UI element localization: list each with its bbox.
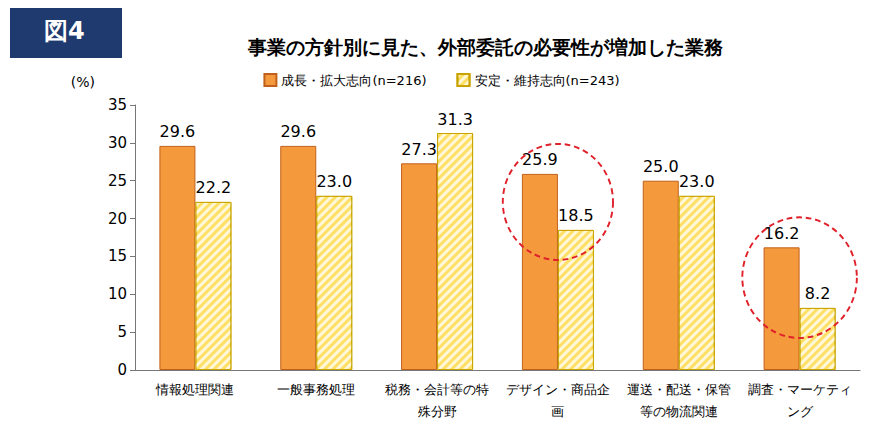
svg-text:ング: ング bbox=[787, 404, 814, 419]
svg-text:5: 5 bbox=[117, 323, 127, 341]
svg-text:画: 画 bbox=[551, 404, 564, 419]
svg-text:15: 15 bbox=[108, 247, 127, 265]
svg-text:税務・会計等の特: 税務・会計等の特 bbox=[385, 382, 489, 397]
svg-text:成長・拡大志向(n=216): 成長・拡大志向(n=216) bbox=[281, 73, 426, 88]
svg-text:情報処理関連: 情報処理関連 bbox=[155, 382, 234, 397]
svg-text:図4: 図4 bbox=[44, 17, 85, 45]
svg-text:25.9: 25.9 bbox=[522, 150, 558, 169]
svg-text:調査・マーケティ: 調査・マーケティ bbox=[748, 382, 852, 397]
svg-text:20: 20 bbox=[108, 210, 127, 228]
svg-text:31.3: 31.3 bbox=[437, 110, 473, 129]
svg-text:0: 0 bbox=[117, 361, 127, 379]
svg-text:30: 30 bbox=[108, 134, 127, 152]
svg-text:デザイン・商品企: デザイン・商品企 bbox=[506, 382, 610, 397]
svg-text:(%): (%) bbox=[71, 74, 95, 90]
svg-text:29.6: 29.6 bbox=[160, 122, 196, 141]
svg-text:10: 10 bbox=[108, 285, 127, 303]
svg-text:18.5: 18.5 bbox=[558, 206, 594, 225]
svg-text:25: 25 bbox=[108, 172, 127, 190]
svg-text:16.2: 16.2 bbox=[764, 224, 800, 243]
svg-text:23.0: 23.0 bbox=[316, 172, 352, 191]
svg-text:運送・配送・保管: 運送・配送・保管 bbox=[627, 382, 731, 397]
svg-text:殊分野: 殊分野 bbox=[418, 404, 457, 419]
svg-text:8.2: 8.2 bbox=[805, 284, 830, 303]
svg-text:25.0: 25.0 bbox=[643, 157, 679, 176]
svg-text:27.3: 27.3 bbox=[401, 140, 437, 159]
svg-text:事業の方針別に見た、外部委託の必要性が増加した業務: 事業の方針別に見た、外部委託の必要性が増加した業務 bbox=[247, 36, 723, 58]
svg-text:一般事務処理: 一般事務処理 bbox=[277, 382, 355, 397]
svg-text:安定・維持志向(n=243): 安定・維持志向(n=243) bbox=[475, 73, 620, 88]
svg-text:23.0: 23.0 bbox=[679, 172, 715, 191]
svg-text:29.6: 29.6 bbox=[280, 122, 316, 141]
svg-text:35: 35 bbox=[108, 96, 127, 114]
svg-text:等の物流関連: 等の物流関連 bbox=[640, 404, 718, 419]
svg-text:22.2: 22.2 bbox=[196, 178, 232, 197]
